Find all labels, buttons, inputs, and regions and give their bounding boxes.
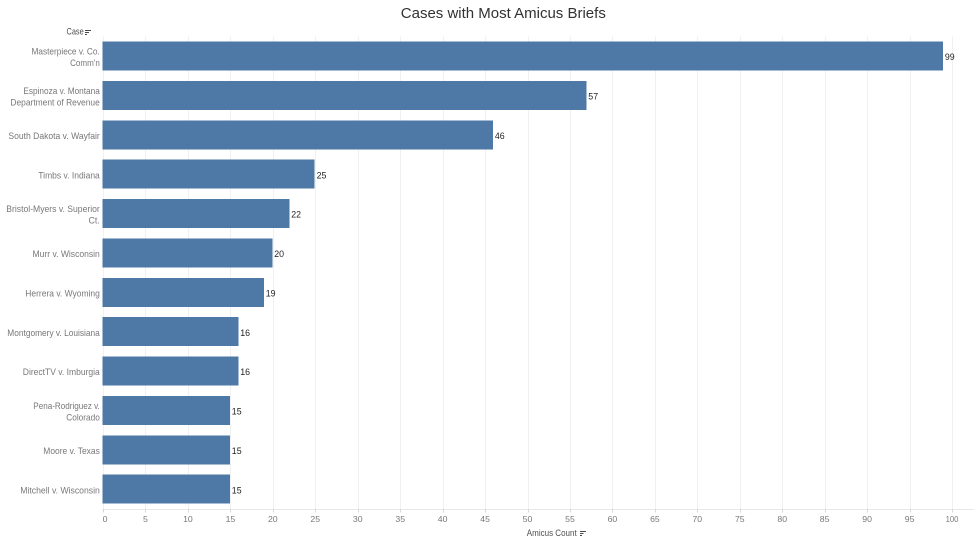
svg-text:Case: Case [67,25,84,36]
svg-text:Bristol-Myers v. Superior: Bristol-Myers v. Superior [6,203,100,214]
svg-text:80: 80 [777,514,787,524]
svg-text:5: 5 [143,514,148,524]
svg-text:60: 60 [608,514,618,524]
svg-text:35: 35 [395,514,405,524]
svg-text:Masterpiece v. Co.: Masterpiece v. Co. [32,45,100,56]
svg-text:95: 95 [905,514,915,524]
svg-text:Murr v. Wisconsin: Murr v. Wisconsin [33,248,100,259]
svg-text:Colorado: Colorado [66,411,100,422]
svg-text:40: 40 [438,514,448,524]
svg-text:85: 85 [820,514,830,524]
svg-text:Department of Revenue: Department of Revenue [10,96,99,107]
svg-text:Cases with Most Amicus Briefs: Cases with Most Amicus Briefs [401,5,606,22]
svg-text:50: 50 [523,514,533,524]
svg-text:75: 75 [735,514,745,524]
svg-text:55: 55 [565,514,575,524]
svg-text:Comm'n: Comm'n [70,57,100,68]
svg-text:16: 16 [240,328,250,338]
svg-text:16: 16 [240,367,250,377]
svg-text:0: 0 [103,514,108,524]
svg-text:57: 57 [588,92,598,102]
svg-text:Moore v. Texas: Moore v. Texas [43,445,100,456]
svg-text:20: 20 [274,249,284,259]
svg-text:100: 100 [946,514,959,524]
svg-text:25: 25 [310,514,320,524]
svg-text:46: 46 [495,131,505,141]
svg-text:22: 22 [291,210,301,220]
svg-text:15: 15 [226,514,236,524]
svg-text:15: 15 [232,407,242,417]
svg-text:90: 90 [862,514,872,524]
svg-text:Mitchell v. Wisconsin: Mitchell v. Wisconsin [20,484,100,495]
svg-text:Amicus Count: Amicus Count [527,527,577,538]
svg-text:South Dakota v. Wayfair: South Dakota v. Wayfair [8,130,99,141]
svg-text:Montgomery v. Louisiana: Montgomery v. Louisiana [7,327,100,338]
svg-text:Timbs v. Indiana: Timbs v. Indiana [38,169,100,180]
svg-text:10: 10 [183,514,193,524]
svg-text:Espinoza v. Montana: Espinoza v. Montana [23,85,100,96]
svg-text:70: 70 [692,514,702,524]
svg-text:25: 25 [317,170,327,180]
svg-text:19: 19 [266,288,276,298]
svg-text:Ct.: Ct. [89,215,100,226]
svg-text:DirectTV v. Imburgia: DirectTV v. Imburgia [23,366,101,377]
svg-text:15: 15 [232,446,242,456]
svg-text:30: 30 [353,514,363,524]
svg-text:65: 65 [650,514,660,524]
svg-text:Herrera v. Wyoming: Herrera v. Wyoming [25,287,100,298]
svg-text:99: 99 [945,52,955,62]
svg-text:Pena-Rodriguez v.: Pena-Rodriguez v. [33,400,100,411]
svg-text:15: 15 [232,485,242,495]
svg-text:45: 45 [480,514,490,524]
svg-text:20: 20 [268,514,278,524]
